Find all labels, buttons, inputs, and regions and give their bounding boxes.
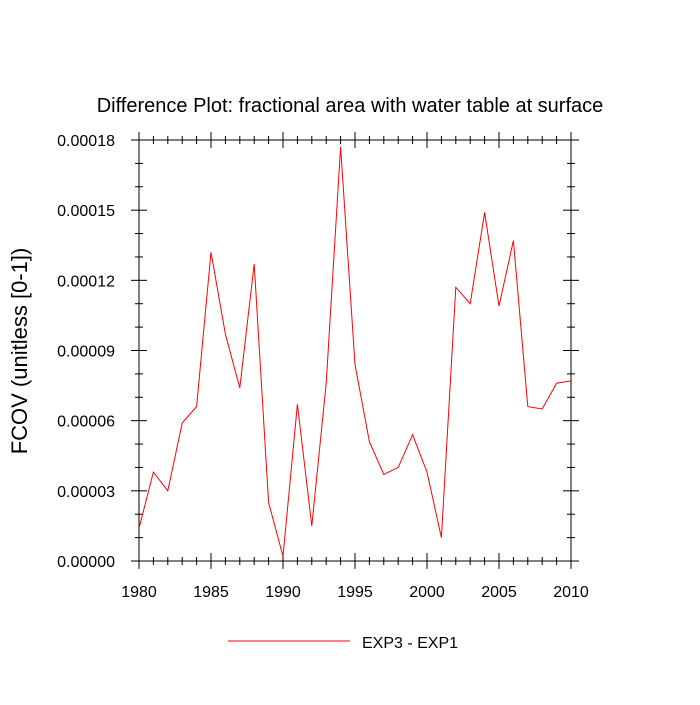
x-tick-label: 1995 bbox=[337, 584, 373, 601]
plot-frame bbox=[139, 140, 571, 561]
y-tick-label: 0.00009 bbox=[57, 344, 115, 361]
y-tick-label: 0.00015 bbox=[57, 203, 115, 220]
chart-title: Difference Plot: fractional area with wa… bbox=[97, 95, 604, 117]
x-tick-label: 1985 bbox=[193, 584, 229, 601]
series-line bbox=[139, 147, 571, 556]
x-tick-label: 2010 bbox=[553, 584, 589, 601]
y-axis-label: FCOV (unitless [0-1]) bbox=[7, 248, 32, 455]
x-tick-label: 2005 bbox=[481, 584, 517, 601]
x-tick-label: 1990 bbox=[265, 584, 301, 601]
y-tick-label: 0.00000 bbox=[57, 554, 115, 571]
legend: EXP3 - EXP1 bbox=[228, 635, 458, 652]
y-tick-label: 0.00012 bbox=[57, 273, 115, 290]
y-axis-label-group: FCOV (unitless [0-1]) bbox=[7, 248, 32, 455]
y-tick-label: 0.00018 bbox=[57, 133, 115, 150]
plot-area: 1980 1985 1990 1995 2000 2005 2010 0.00000 0.000… bbox=[57, 132, 589, 601]
x-tick-label: 1980 bbox=[121, 584, 157, 601]
legend-label: EXP3 - EXP1 bbox=[362, 635, 458, 652]
x-tick-label: 2000 bbox=[409, 584, 445, 601]
y-tick-label: 0.00006 bbox=[57, 414, 115, 431]
y-tick-label: 0.00003 bbox=[57, 484, 115, 501]
